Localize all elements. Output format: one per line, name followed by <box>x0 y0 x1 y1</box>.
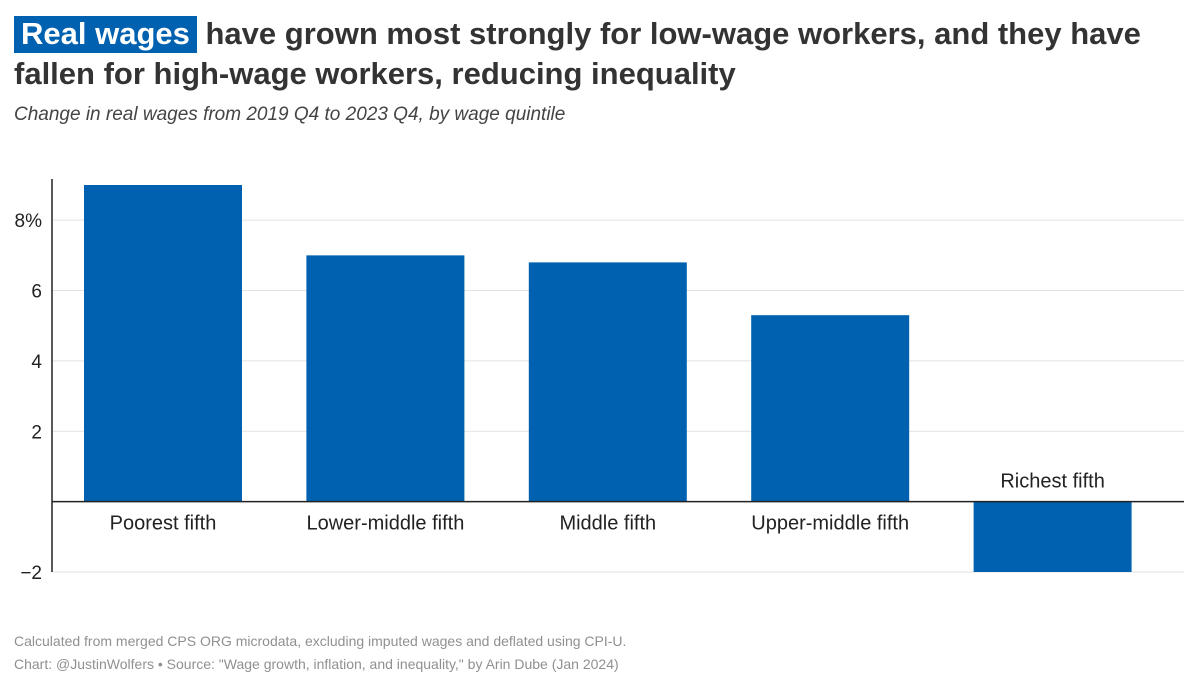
bar-chart: 8% 6 4 2 −2 Poorest fifth Lower-middle fifth Mi… <box>15 179 1184 584</box>
title-highlight: Real wages <box>14 16 197 53</box>
source-credit: Chart: @JustinWolfers • Source: "Wage gr… <box>14 656 619 672</box>
category-label: Lower-middle fifth <box>306 513 464 535</box>
y-tick-label: 8% <box>15 211 43 232</box>
category-label: Poorest fifth <box>110 513 217 535</box>
y-tick-label: 4 <box>31 352 42 373</box>
bar <box>84 185 242 502</box>
y-tick-label: 6 <box>31 282 42 303</box>
category-label: Richest fifth <box>1000 471 1104 493</box>
chart-title: Real wages have grown most strongly for … <box>14 14 1184 94</box>
y-tick-label: −2 <box>20 563 42 584</box>
bar <box>973 501 1132 572</box>
bar <box>751 315 910 502</box>
method-note: Calculated from merged CPS ORG microdata… <box>14 633 627 649</box>
category-label: Middle fifth <box>559 513 656 535</box>
bar <box>528 262 687 502</box>
title-rest: have grown most strongly for low-wage wo… <box>14 16 1141 91</box>
chart-subtitle: Change in real wages from 2019 Q4 to 202… <box>14 104 566 125</box>
bar <box>306 255 465 502</box>
y-tick-label: 2 <box>31 422 42 443</box>
category-label: Upper-middle fifth <box>751 513 909 535</box>
